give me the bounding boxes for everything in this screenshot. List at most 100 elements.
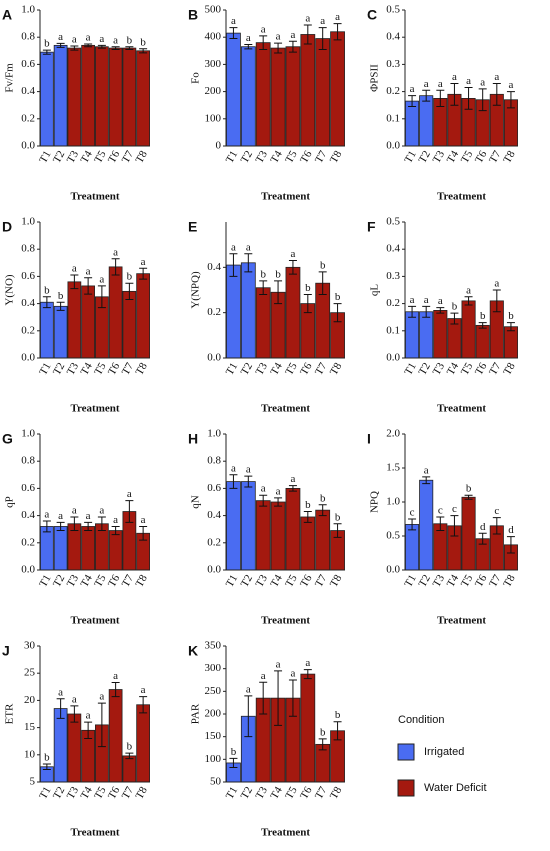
error-bar xyxy=(259,35,268,50)
legend-label: Water Deficit xyxy=(424,782,487,794)
error-bar xyxy=(229,474,238,489)
bar xyxy=(67,281,82,359)
bar xyxy=(255,42,271,147)
bar xyxy=(315,509,331,571)
error-bar xyxy=(492,517,501,535)
y-tick-label: 0.1 xyxy=(386,324,400,336)
panel-label: B xyxy=(188,7,198,23)
error-bar xyxy=(42,49,51,55)
x-tick-label: T3 xyxy=(253,360,270,377)
significance-letter: b xyxy=(335,291,341,303)
y-axis-label: Fo xyxy=(190,72,202,84)
error-bar xyxy=(42,296,51,309)
error-bar xyxy=(288,260,297,275)
error-bar xyxy=(70,516,79,532)
x-tick-label: T1 xyxy=(224,573,241,590)
error-bar xyxy=(450,82,459,106)
error-bar xyxy=(422,476,431,485)
error-bar xyxy=(42,520,51,533)
y-tick-label: 0.5 xyxy=(386,4,400,16)
bar xyxy=(95,46,109,147)
y-axis-label: ΦPSII xyxy=(369,64,381,92)
x-tick-label: T6 xyxy=(106,360,123,377)
significance-letter: a xyxy=(99,691,104,703)
x-tick-label: T4 xyxy=(78,784,95,801)
x-tick-label: T2 xyxy=(239,785,256,802)
bar xyxy=(330,31,345,147)
error-bar xyxy=(259,681,268,715)
error-bar xyxy=(436,89,445,108)
significance-letter: a xyxy=(127,488,132,500)
y-tick-label: 250 xyxy=(205,685,222,697)
x-tick-label: T1 xyxy=(37,785,54,802)
significance-letter: a xyxy=(113,34,118,46)
y-axis-label: qP xyxy=(4,496,16,508)
panel-label: K xyxy=(188,643,198,659)
x-axis-label: Treatment xyxy=(437,615,486,627)
significance-letter: b xyxy=(44,752,50,764)
error-bar xyxy=(333,23,342,41)
bar xyxy=(226,481,241,571)
x-tick-label: T8 xyxy=(328,784,345,801)
x-tick-label: T1 xyxy=(402,361,419,378)
x-tick-label: T5 xyxy=(92,572,109,589)
x-tick-label: T4 xyxy=(78,360,95,377)
error-bar xyxy=(229,27,238,40)
x-tick-label: T1 xyxy=(224,149,241,166)
y-tick-label: 0.0 xyxy=(21,140,35,152)
bar xyxy=(67,713,82,783)
x-tick-label: T7 xyxy=(313,572,330,589)
bar xyxy=(255,500,271,571)
error-bar xyxy=(42,763,51,770)
error-bar xyxy=(288,679,297,717)
y-tick-label: 25 xyxy=(24,667,36,679)
significance-letter: a xyxy=(231,15,236,27)
y-tick-label: 0.5 xyxy=(386,530,400,542)
x-tick-label: T2 xyxy=(239,573,256,590)
x-tick-label: T6 xyxy=(298,360,315,377)
y-axis-label: qN xyxy=(190,495,202,509)
bar xyxy=(433,309,448,359)
bar xyxy=(53,44,68,147)
bar xyxy=(270,47,286,147)
error-bar xyxy=(478,322,487,329)
significance-letter: a xyxy=(410,294,415,306)
x-axis-label: Treatment xyxy=(437,191,486,203)
significance-letter: b xyxy=(335,511,341,523)
significance-letter: a xyxy=(58,686,63,698)
bar xyxy=(53,526,68,571)
x-tick-label: T3 xyxy=(65,784,82,801)
significance-letter: b xyxy=(320,726,326,738)
x-tick-label: T3 xyxy=(431,148,448,165)
x-tick-label: T4 xyxy=(268,148,285,165)
x-axis-label: Treatment xyxy=(437,403,486,415)
x-axis-label: Treatment xyxy=(70,615,119,627)
x-tick-label: T7 xyxy=(313,360,330,377)
bar xyxy=(53,708,68,783)
significance-letter: a xyxy=(113,246,118,258)
x-tick-label: T4 xyxy=(445,148,462,165)
x-axis-label: Treatment xyxy=(261,191,310,203)
x-tick-label: T7 xyxy=(487,572,504,589)
x-tick-label: T5 xyxy=(283,360,300,377)
y-axis-label: Y(NO) xyxy=(4,274,16,305)
significance-letter: a xyxy=(290,248,295,260)
panel-label: D xyxy=(2,219,12,235)
error-bar xyxy=(84,277,93,295)
significance-letter: a xyxy=(305,12,310,24)
significance-letter: a xyxy=(86,265,91,277)
error-bar xyxy=(274,280,283,305)
y-tick-label: 200 xyxy=(205,85,222,97)
x-tick-label: T8 xyxy=(501,572,518,589)
x-tick-label: T8 xyxy=(328,572,345,589)
y-tick-label: 0.2 xyxy=(21,324,35,336)
significance-letter: b xyxy=(275,268,281,280)
error-bar xyxy=(318,27,327,50)
bar xyxy=(136,50,150,147)
significance-letter: d xyxy=(508,524,514,536)
x-tick-label: T5 xyxy=(283,572,300,589)
x-tick-label: T4 xyxy=(445,360,462,377)
significance-letter: b xyxy=(44,38,50,50)
bar xyxy=(285,46,301,147)
error-bar xyxy=(464,296,473,306)
